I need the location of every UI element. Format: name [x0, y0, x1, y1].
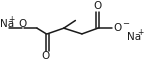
Text: Na: Na: [0, 19, 14, 29]
Text: O: O: [94, 1, 102, 11]
Text: Na: Na: [127, 32, 141, 42]
Text: O: O: [42, 51, 50, 61]
Text: −: −: [122, 19, 129, 28]
Text: +: +: [137, 28, 143, 37]
Text: O: O: [18, 19, 27, 29]
Text: +: +: [8, 15, 14, 24]
Text: O: O: [114, 23, 122, 33]
